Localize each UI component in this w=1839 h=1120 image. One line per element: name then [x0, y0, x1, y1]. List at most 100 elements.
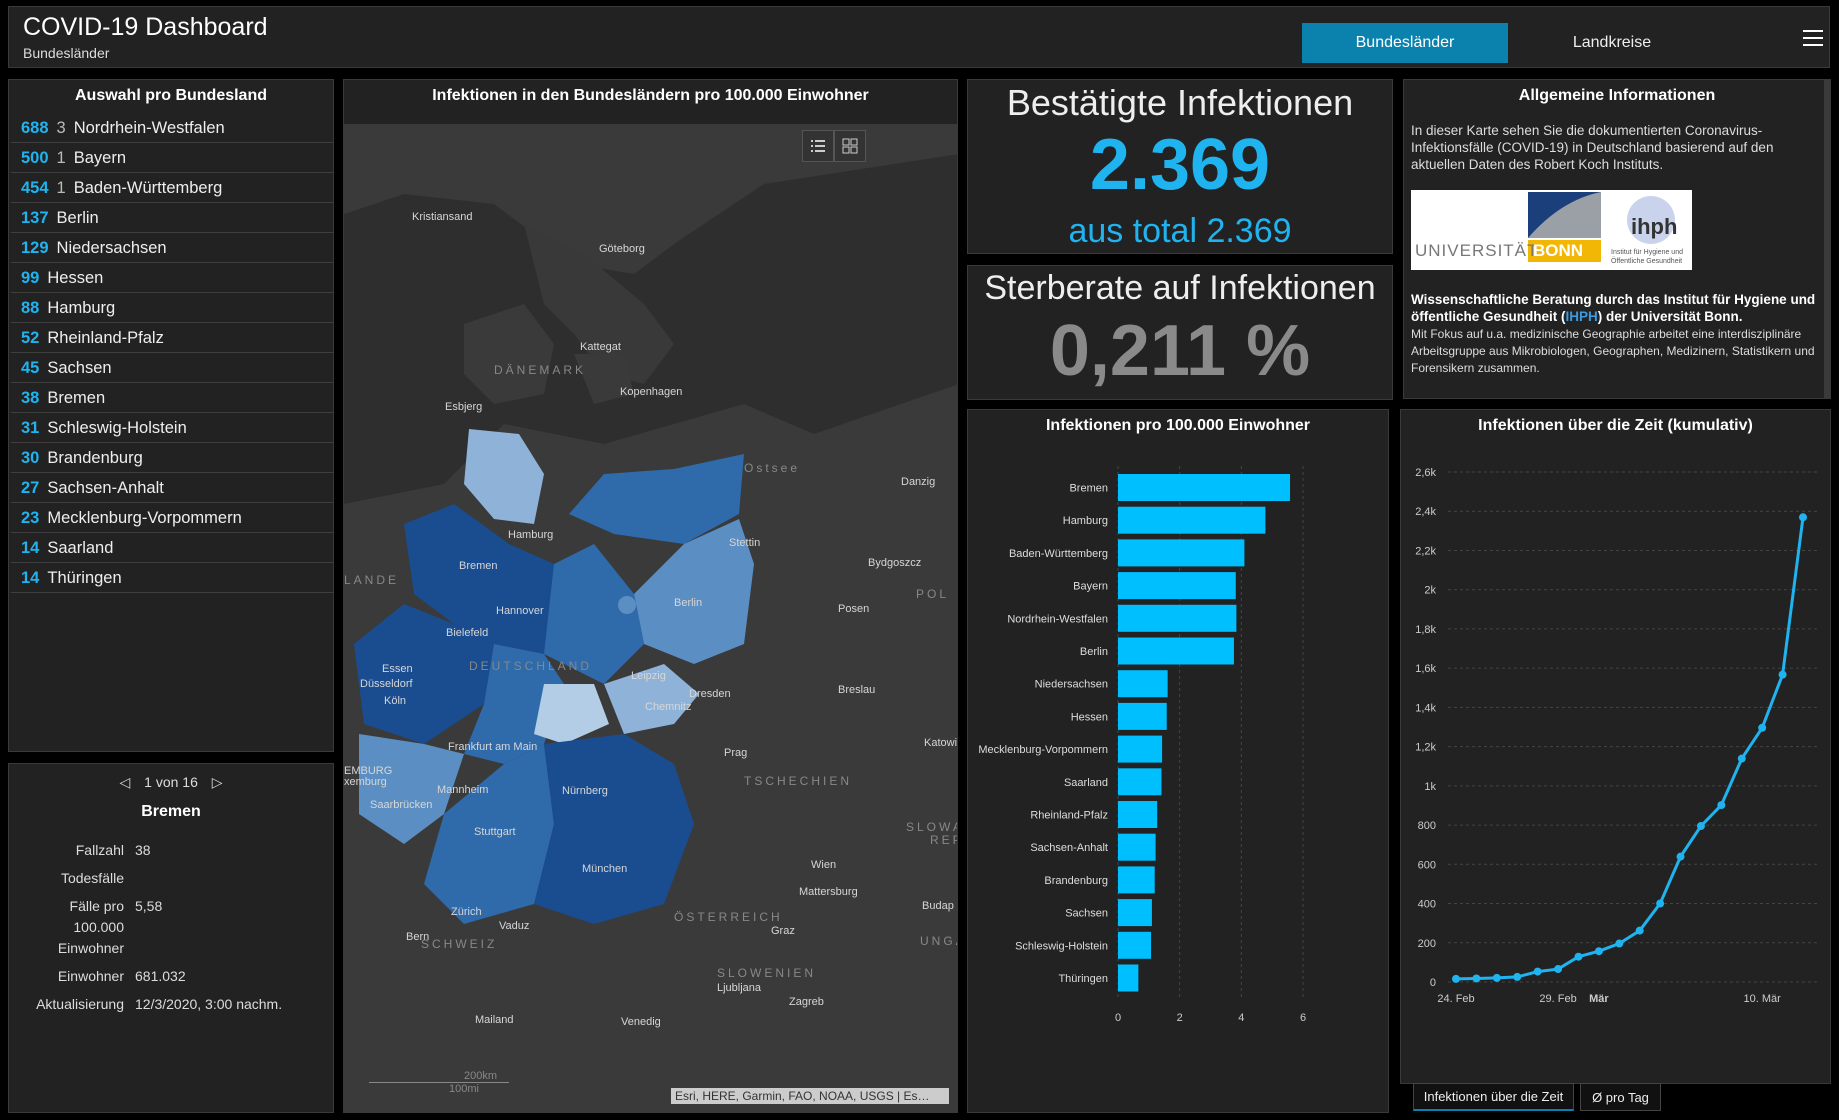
line-point[interactable]	[1778, 670, 1787, 679]
list-item-count: 31	[21, 418, 40, 437]
map-canvas[interactable]: Kristiansand Göteborg Kattegat DÄNEMARK Esbj…	[344, 124, 958, 1113]
bar[interactable]	[1118, 801, 1158, 828]
list-item-name: Bremen	[47, 388, 106, 407]
map-label: Mailand	[475, 1014, 514, 1026]
list-item[interactable]: 88 Hamburg	[11, 294, 333, 323]
list-item[interactable]: 23 Mecklenburg-Vorpommern	[11, 504, 333, 533]
line-point[interactable]	[1717, 801, 1726, 810]
state-schleswig-holstein[interactable]	[464, 429, 544, 524]
bar[interactable]	[1118, 833, 1156, 861]
list-item[interactable]: 52 Rheinland-Pfalz	[11, 324, 333, 353]
line-point[interactable]	[1472, 974, 1481, 983]
list-item[interactable]: 129 Niedersachsen	[11, 234, 333, 263]
bar[interactable]	[1118, 768, 1162, 796]
legend-icon[interactable]	[802, 130, 834, 162]
list-item[interactable]: 30 Brandenburg	[11, 444, 333, 473]
line-point[interactable]	[1758, 723, 1767, 732]
line-point[interactable]	[1635, 926, 1644, 935]
detail-label: Todesfälle	[60, 870, 124, 886]
map-panel[interactable]: Infektionen in den Bundesländern pro 100…	[343, 79, 958, 1113]
list-item-count: 38	[21, 388, 40, 407]
line-point[interactable]	[1574, 952, 1583, 961]
list-item-count: 14	[21, 568, 40, 587]
state-rheinland-pfalz[interactable]	[359, 734, 464, 844]
list-item-count: 137	[21, 208, 49, 227]
bar[interactable]	[1118, 931, 1151, 959]
line-point[interactable]	[1492, 973, 1501, 982]
state-brandenburg[interactable]	[634, 519, 754, 664]
list-item[interactable]: 688 3 Nordrhein-Westfalen	[11, 114, 333, 143]
map-label: Kristiansand	[412, 211, 473, 223]
state-hamburg[interactable]	[469, 533, 485, 549]
line-point[interactable]	[1799, 513, 1807, 522]
tab-bundeslaender[interactable]: Bundesländer	[1302, 23, 1508, 63]
list-item[interactable]: 27 Sachsen-Anhalt	[11, 474, 333, 503]
state-berlin[interactable]	[618, 596, 636, 614]
bar[interactable]	[1118, 506, 1266, 534]
state-thueringen[interactable]	[534, 684, 609, 744]
list-item[interactable]: 38 Bremen	[11, 384, 333, 413]
bar[interactable]	[1118, 670, 1168, 698]
bar[interactable]	[1118, 474, 1291, 501]
state-sachsen[interactable]	[604, 664, 699, 734]
map-label: SCHWEIZ	[421, 937, 497, 951]
info-scrollbar[interactable]	[1824, 80, 1830, 398]
list-item-count: 45	[21, 358, 40, 377]
list-item-name: Nordrhein-Westfalen	[73, 118, 225, 137]
state-niedersachsen[interactable]	[404, 504, 574, 654]
list-item[interactable]: 31 Schleswig-Holstein	[11, 414, 333, 443]
state-mecklenburg-vorpommern[interactable]	[569, 454, 744, 544]
line-point[interactable]	[1737, 754, 1746, 763]
next-icon[interactable]: ▷	[211, 774, 223, 790]
list-item[interactable]: 99 Hessen	[11, 264, 333, 293]
map-label: Mannheim	[437, 784, 488, 796]
bar[interactable]	[1118, 866, 1155, 894]
line-point[interactable]	[1676, 852, 1685, 861]
scale-km: 200km	[464, 1070, 498, 1082]
list-item[interactable]: 137 Berlin	[11, 204, 333, 233]
bar[interactable]	[1118, 539, 1245, 567]
line-point[interactable]	[1656, 899, 1665, 908]
kpi-confirmed-title: Bestätigte Infektionen	[1006, 82, 1354, 123]
list-item-name: Saarland	[47, 538, 114, 557]
hamburger-menu-icon[interactable]	[1803, 29, 1823, 47]
state-nordrhein-westfalen[interactable]	[354, 604, 494, 744]
list-item[interactable]: 500 1 Bayern	[11, 144, 333, 173]
ihph-link[interactable]: IHPH	[1565, 309, 1598, 324]
list-item-name: Niedersachsen	[56, 238, 167, 257]
state-sachsen-anhalt[interactable]	[544, 544, 644, 684]
bar[interactable]	[1118, 964, 1139, 992]
bar[interactable]	[1118, 572, 1236, 600]
tab-pro-tag[interactable]: Ø pro Tag	[1580, 1083, 1661, 1111]
bar[interactable]	[1118, 735, 1163, 763]
bar[interactable]	[1118, 604, 1237, 632]
state-baden-wuerttemberg[interactable]	[424, 744, 554, 924]
line-point[interactable]	[1513, 972, 1522, 981]
map-label: Mattersburg	[799, 886, 858, 898]
list-item[interactable]: 14 Saarland	[11, 534, 333, 563]
basemap-gallery-icon[interactable]	[834, 130, 866, 162]
info-bold-text: Wissenschaftliche Beratung durch das Ins…	[1411, 291, 1821, 325]
prev-icon[interactable]: ◁	[119, 774, 131, 790]
bar[interactable]	[1118, 702, 1167, 730]
list-item[interactable]: 45 Sachsen	[11, 354, 333, 383]
state-bremen[interactable]	[451, 558, 463, 570]
bar-category-label: Schleswig-Holstein	[1015, 940, 1108, 952]
tab-landkreise[interactable]: Landkreise	[1572, 34, 1652, 51]
detail-label: Fallzahl	[75, 842, 124, 858]
tab-infektionen-zeit[interactable]: Infektionen über die Zeit	[1413, 1083, 1574, 1111]
line-point[interactable]	[1554, 965, 1563, 974]
line-point[interactable]	[1533, 967, 1542, 976]
line-point[interactable]	[1696, 822, 1705, 831]
line-point[interactable]	[1594, 947, 1603, 956]
list-item[interactable]: 454 1 Baden-Württemberg	[11, 174, 333, 203]
bar[interactable]	[1118, 899, 1152, 927]
line-point[interactable]	[1615, 939, 1624, 948]
line-point[interactable]	[1452, 974, 1460, 983]
info-panel: Allgemeine Informationen In dieser Karte…	[1403, 79, 1831, 399]
line-y-tick: 0	[1430, 977, 1436, 989]
bar[interactable]	[1118, 637, 1234, 665]
list-item[interactable]: 14 Thüringen	[11, 564, 333, 593]
state-bayern[interactable]	[534, 734, 694, 924]
list-item-name: Sachsen	[47, 358, 112, 377]
